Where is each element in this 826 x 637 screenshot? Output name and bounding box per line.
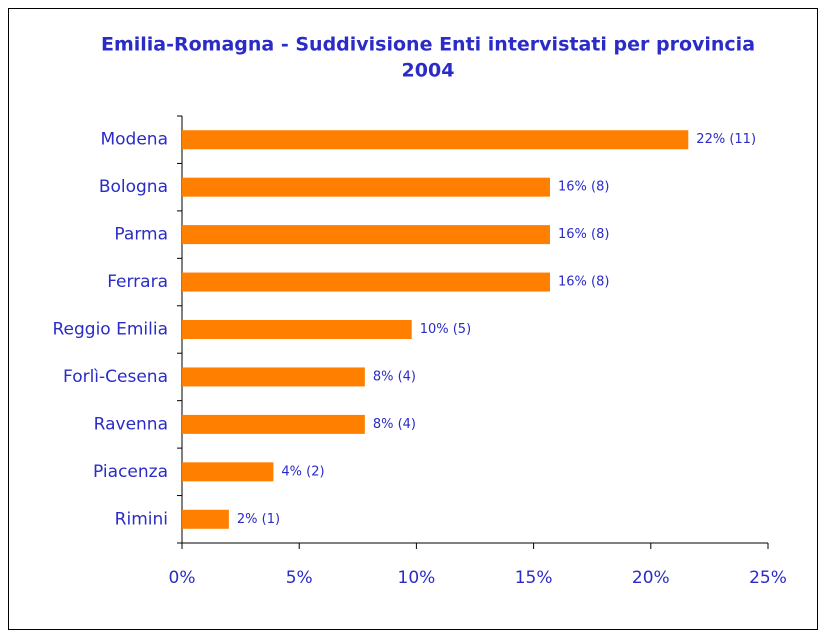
x-tick-label: 0% — [169, 568, 196, 588]
y-tick-label: Reggio Emilia — [52, 320, 168, 340]
y-tick-label: Modena — [100, 130, 168, 150]
chart-subtitle: 2004 — [402, 60, 455, 82]
value-label: 10% (5) — [420, 322, 471, 337]
bar — [182, 272, 551, 292]
chart-frame — [8, 8, 818, 630]
bar — [182, 130, 689, 150]
bar — [182, 414, 365, 434]
value-label: 16% (8) — [558, 180, 609, 195]
x-tick-label: 25% — [749, 568, 787, 588]
y-tick-label: Ferrara — [107, 272, 168, 292]
bar — [182, 509, 229, 529]
bar — [182, 367, 365, 387]
y-tick-label: Bologna — [99, 177, 168, 197]
bar — [182, 225, 551, 245]
x-tick-label: 10% — [398, 568, 436, 588]
y-tick-label: Rimini — [115, 509, 168, 529]
x-tick-label: 5% — [286, 568, 313, 588]
value-label: 8% (4) — [373, 417, 416, 432]
y-tick-label: Forlì-Cesena — [63, 367, 168, 387]
bar — [182, 177, 551, 197]
bar — [182, 462, 274, 482]
y-tick-label: Piacenza — [93, 462, 168, 482]
value-label: 4% (2) — [281, 464, 324, 479]
y-tick-label: Parma — [114, 225, 168, 245]
value-label: 16% (8) — [558, 227, 609, 242]
value-label: 22% (11) — [696, 132, 756, 147]
bar — [182, 320, 412, 339]
value-label: 16% (8) — [558, 275, 609, 290]
x-tick-label: 15% — [515, 568, 553, 588]
chart-title: Emilia-Romagna - Suddivisione Enti inter… — [101, 34, 755, 56]
value-label: 2% (1) — [237, 512, 280, 527]
x-tick-label: 20% — [632, 568, 670, 588]
y-tick-label: Ravenna — [94, 414, 168, 434]
value-label: 8% (4) — [373, 369, 416, 384]
